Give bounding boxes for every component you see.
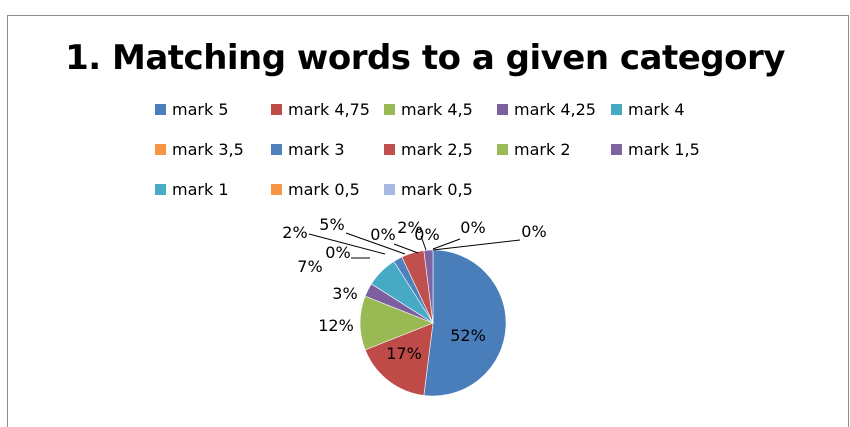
legend-label: mark 1,5 [628,140,700,159]
data-label: 0% [460,218,485,237]
data-label: 7% [297,257,322,276]
pie-slice [364,322,434,396]
legend-label: mark 5 [172,100,229,119]
legend-swatch [155,144,166,155]
legend-item: mark 5 [155,100,229,119]
legend-item: mark 1,5 [611,140,700,159]
legend-item: mark 3 [271,140,345,159]
data-label: 17% [386,344,422,363]
data-label: 2% [282,223,307,242]
legend-swatch [155,184,166,195]
legend-item: mark 3,5 [155,140,244,159]
legend-swatch [384,144,395,155]
legend-item: mark 4 [611,100,685,119]
data-label: 0% [521,222,546,241]
legend-label: mark 4,75 [288,100,370,119]
data-label: 2% [397,218,422,237]
legend-swatch [384,184,395,195]
label-leader-line [420,235,427,251]
legend-label: mark 0,5 [288,180,360,199]
legend-swatch [611,104,622,115]
label-leader-line [345,232,406,255]
data-label: 52% [450,326,486,345]
legend-swatch [497,144,508,155]
legend-swatch [271,184,282,195]
legend-label: mark 4 [628,100,685,119]
data-label: 3% [332,284,357,303]
data-label: 0% [370,225,395,244]
data-label: 0% [325,243,350,262]
legend-label: mark 3,5 [172,140,244,159]
legend-label: mark 4,25 [514,100,596,119]
pie-slice [423,249,507,397]
legend-label: mark 1 [172,180,229,199]
legend-item: mark 4,5 [384,100,473,119]
data-label: 12% [318,316,354,335]
legend-label: mark 2 [514,140,571,159]
legend-item: mark 2 [497,140,571,159]
chart-title: 1. Matching words to a given category [65,38,785,78]
data-label: 0% [414,225,439,244]
label-leader-line [432,238,461,250]
legend-item: mark 4,75 [271,100,370,119]
label-leader-line [393,243,419,254]
legend-item: mark 0,5 [384,180,473,199]
label-leader-line [432,239,521,251]
legend-label: mark 3 [288,140,345,159]
pie-slice [423,249,434,324]
legend-swatch [611,144,622,155]
legend-label: mark 4,5 [401,100,473,119]
legend-label: mark 0,5 [401,180,473,199]
legend-swatch [497,104,508,115]
legend-swatch [271,144,282,155]
data-label: 5% [319,215,344,234]
label-leader-line [308,233,386,255]
legend-swatch [155,104,166,115]
legend-item: mark 1 [155,180,229,199]
legend-swatch [384,104,395,115]
legend-item: mark 4,25 [497,100,596,119]
legend-swatch [271,104,282,115]
legend-label: mark 2,5 [401,140,473,159]
legend-item: mark 0,5 [271,180,360,199]
legend-item: mark 2,5 [384,140,473,159]
